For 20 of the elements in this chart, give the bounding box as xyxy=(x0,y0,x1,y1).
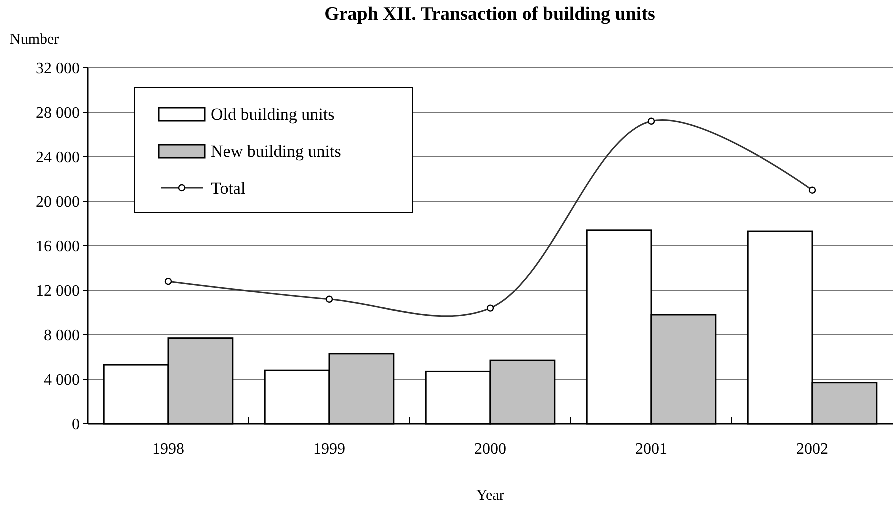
legend-label: New building units xyxy=(211,142,342,161)
x-tick-label: 1998 xyxy=(152,441,184,458)
y-tick-label: 20 000 xyxy=(36,194,80,212)
x-tick-label: 2002 xyxy=(796,441,828,458)
x-tick-label: 2000 xyxy=(474,441,506,458)
y-tick-label: 28 000 xyxy=(36,105,80,122)
y-tick-label: 0 xyxy=(72,416,80,434)
y-tick-label: 12 000 xyxy=(36,283,80,300)
legend-label: Total xyxy=(211,178,246,198)
x-tick-label: 2001 xyxy=(636,441,668,458)
y-tick-label: 16 000 xyxy=(36,238,80,256)
chart-title: Graph XII. Transaction of building units xyxy=(324,4,656,25)
y-tick-label: 8 000 xyxy=(44,328,80,345)
legend-label: Old building units xyxy=(211,104,335,124)
x-tick-label: 1999 xyxy=(314,441,346,458)
y-axis-title: Number xyxy=(10,32,60,48)
x-axis-title: Year xyxy=(476,488,504,504)
y-tick-label: 24 000 xyxy=(36,150,80,167)
y-tick-label: 32 000 xyxy=(36,60,80,78)
y-tick-label: 4 000 xyxy=(44,372,80,390)
